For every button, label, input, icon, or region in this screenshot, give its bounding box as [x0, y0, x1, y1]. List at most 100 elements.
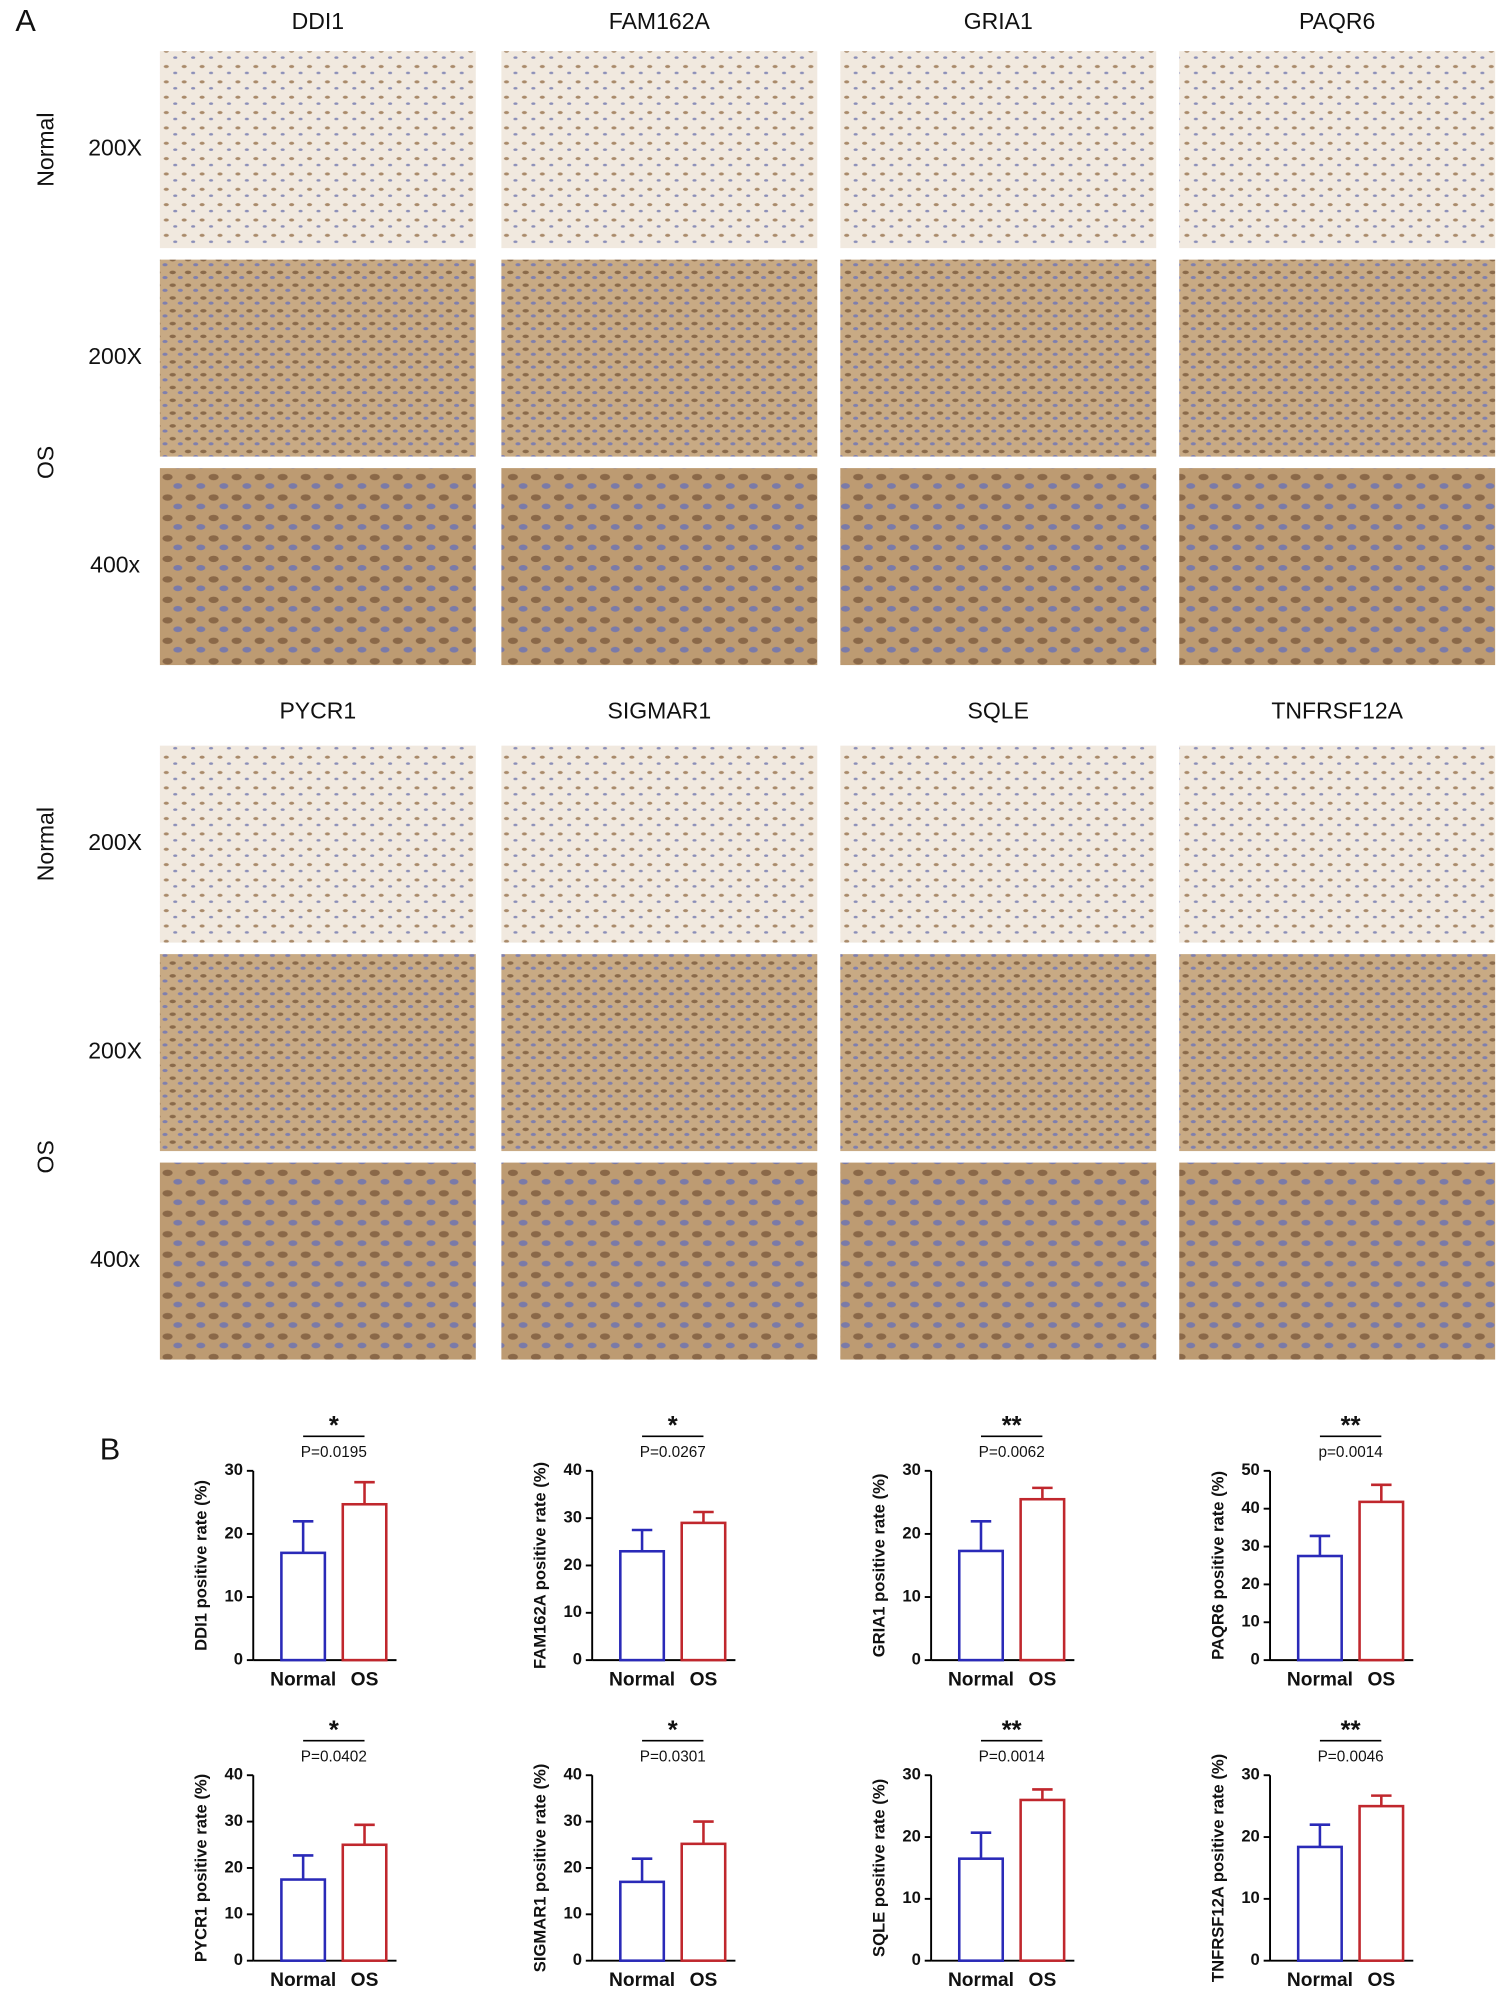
y-tick-label: 0: [1251, 1950, 1260, 1969]
bar: [619, 1549, 666, 1662]
x-tick-label: OS: [1367, 1670, 1395, 1691]
gene-label: PYCR1: [279, 697, 356, 723]
bar: [341, 1843, 388, 1962]
micrograph: [159, 745, 476, 943]
y-tick-label: 0: [573, 1650, 582, 1669]
p-value: P=0.0014: [979, 1748, 1046, 1765]
x-tick-label: OS: [351, 1670, 379, 1691]
y-axis-label: SIGMAR1 positive rate (%): [530, 1764, 549, 1973]
y-tick-label: 0: [912, 1950, 921, 1969]
y-tick-label: 20: [902, 1826, 920, 1845]
y-tick-label: 0: [1251, 1650, 1260, 1669]
micrograph: [501, 745, 818, 943]
group-label: Normal: [32, 113, 58, 187]
micrograph: [159, 1162, 476, 1360]
micrograph: [501, 259, 818, 457]
magnification-label: 400x: [90, 1246, 140, 1272]
x-tick-label: Normal: [948, 1970, 1014, 1991]
micrograph: [840, 954, 1157, 1152]
y-tick-label: 50: [1241, 1460, 1259, 1479]
y-tick-label: 20: [1241, 1574, 1259, 1593]
bar: [1358, 1500, 1405, 1662]
significance: *: [668, 1412, 678, 1440]
bar: [680, 1842, 727, 1962]
y-tick-label: 20: [225, 1523, 243, 1542]
y-tick-label: 10: [902, 1586, 920, 1605]
p-value: P=0.0402: [301, 1748, 367, 1765]
micrograph: [159, 468, 476, 666]
bar: [1019, 1798, 1066, 1962]
y-axis-label: PYCR1 positive rate (%): [191, 1774, 210, 1962]
y-tick-label: 10: [225, 1586, 243, 1605]
x-tick-label: Normal: [1287, 1970, 1353, 1991]
y-axis-label: SQLE positive rate (%): [869, 1779, 888, 1957]
x-tick-label: OS: [690, 1670, 718, 1691]
p-value: P=0.0046: [1318, 1748, 1384, 1765]
x-tick-label: OS: [351, 1970, 379, 1991]
y-axis-label: DDI1 positive rate (%): [191, 1480, 210, 1651]
group-label: OS: [32, 446, 58, 479]
micrograph: [501, 1162, 818, 1360]
x-tick-label: Normal: [948, 1670, 1014, 1691]
x-tick-label: OS: [1029, 1670, 1057, 1691]
x-tick-label: OS: [1029, 1970, 1057, 1991]
y-axis-label: GRIA1 positive rate (%): [869, 1474, 888, 1658]
gene-label: SIGMAR1: [608, 697, 712, 723]
micrograph: [1179, 1162, 1496, 1360]
y-tick-label: 10: [563, 1904, 581, 1923]
y-tick-label: 30: [902, 1460, 920, 1479]
y-tick-label: 20: [563, 1555, 581, 1574]
bar: [619, 1880, 666, 1962]
bar: [341, 1502, 388, 1662]
micrograph: [501, 954, 818, 1152]
micrograph: [1179, 954, 1496, 1152]
micrograph: [840, 51, 1157, 249]
y-axis-label: PAQR6 positive rate (%): [1208, 1471, 1227, 1660]
bar: [680, 1521, 727, 1662]
micrograph: [501, 51, 818, 249]
micrograph: [1179, 745, 1496, 943]
micrograph: [1179, 51, 1496, 249]
micrograph: [1179, 259, 1496, 457]
bar: [1019, 1497, 1066, 1662]
y-tick-label: 20: [563, 1857, 581, 1876]
micrograph: [840, 745, 1157, 943]
gene-label: SQLE: [968, 697, 1029, 723]
y-tick-label: 40: [1241, 1498, 1259, 1517]
p-value: P=0.0267: [640, 1444, 706, 1461]
bar: [280, 1551, 327, 1662]
x-tick-label: Normal: [609, 1970, 675, 1991]
p-value: p=0.0014: [1318, 1444, 1383, 1461]
y-tick-label: 10: [1241, 1888, 1259, 1907]
panel-label: B: [100, 1432, 120, 1467]
significance: *: [329, 1716, 339, 1744]
group-label: Normal: [32, 807, 58, 881]
significance: **: [1002, 1412, 1022, 1440]
magnification-label: 200X: [88, 1038, 142, 1064]
bar: [1296, 1845, 1343, 1962]
y-axis-label: TNFRSF12A positive rate (%): [1208, 1754, 1227, 1982]
micrograph: [501, 468, 818, 666]
y-tick-label: 0: [573, 1950, 582, 1969]
y-tick-label: 30: [563, 1811, 581, 1830]
x-tick-label: OS: [690, 1970, 718, 1991]
significance: **: [1341, 1716, 1361, 1744]
micrograph: [159, 51, 476, 249]
y-tick-label: 0: [234, 1650, 243, 1669]
y-tick-label: 20: [902, 1523, 920, 1542]
micrograph: [159, 259, 476, 457]
x-tick-label: OS: [1367, 1970, 1395, 1991]
magnification-label: 400x: [90, 552, 140, 578]
magnification-label: 200X: [88, 343, 142, 369]
y-tick-label: 20: [1241, 1826, 1259, 1845]
bar: [1296, 1554, 1343, 1662]
bar: [280, 1878, 327, 1962]
micrograph: [159, 954, 476, 1152]
significance: **: [1002, 1716, 1022, 1744]
x-tick-label: Normal: [1287, 1670, 1353, 1691]
magnification-label: 200X: [88, 829, 142, 855]
gene-label: TNFRSF12A: [1271, 697, 1403, 723]
bar: [1358, 1804, 1405, 1962]
y-tick-label: 30: [1241, 1536, 1259, 1555]
